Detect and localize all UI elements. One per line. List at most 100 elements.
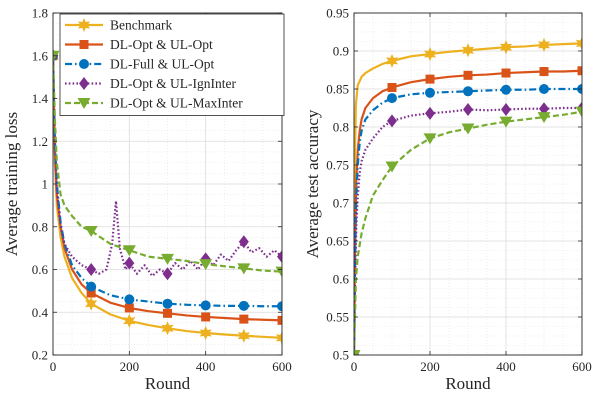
x-tick-label: 400 [496,359,516,374]
series-marker-2 [277,301,282,312]
series-marker-2 [539,84,549,94]
legend-swatch-marker [79,77,89,90]
series-marker-2 [387,93,397,104]
series-marker-1 [425,74,435,84]
y-tick-label: 0.6 [32,262,49,277]
series-marker-0 [499,40,513,55]
legend-label: Benchmark [110,18,172,33]
series-marker-3 [162,267,173,281]
series-marker-0 [461,43,475,58]
series-line-1 [354,69,582,355]
series-marker-3 [387,114,397,128]
series-line-0 [53,55,282,339]
legend-swatch-marker [79,59,89,69]
series-marker-4 [161,253,174,265]
series-marker-3 [86,263,97,276]
series-marker-1 [387,82,397,92]
series-marker-4 [237,263,251,275]
series-marker-0 [199,325,212,340]
series-marker-1 [124,303,134,313]
series-marker-0 [423,47,437,62]
y-tick-label: 0.9 [333,44,349,59]
series-marker-3 [463,103,473,117]
series-marker-2 [463,86,473,97]
series-marker-0 [237,328,250,343]
series-marker-4 [199,259,213,271]
y-tick-label: 0.8 [32,219,48,234]
legend-label: DL-Opt & UL-IgnInter [110,76,236,91]
legend-label: DL-Opt & UL-MaxInter [110,96,243,111]
series-marker-0 [575,36,582,51]
series-marker-2 [425,87,435,98]
series-marker-1 [239,314,249,324]
series-group [354,36,582,355]
axes-box [353,12,583,356]
series-marker-3 [539,102,549,116]
series-marker-1 [577,66,582,76]
series-marker-2 [238,300,249,311]
series-marker-4 [423,133,437,145]
series-line-3 [354,106,582,355]
series-line-4 [53,55,282,273]
y-tick-label: 1.4 [32,91,49,106]
series-marker-1 [201,312,211,322]
x-axis-label: Round [145,374,191,393]
series-marker-1 [539,67,549,77]
y-axis-label: Average test accuracy [303,109,322,258]
x-axis-label: Round [445,374,491,393]
x-tick-label: 0 [351,359,358,374]
legend-label: DL-Opt & UL-Opt [110,37,213,52]
legend-swatch-marker [79,40,89,49]
y-tick-label: 0.65 [326,234,349,249]
series-marker-3 [277,250,282,264]
y-tick-label: 1.8 [32,6,48,21]
series-marker-2 [162,298,173,309]
x-tick-label: 600 [272,359,292,374]
series-marker-2 [501,84,511,95]
series-marker-3 [501,103,511,117]
training-loss-chart: 0.2 0.4 0.6 0.8 1 1.2 1.4 1.6 1.8 0 200 400 600 Round… [2,6,292,394]
y-axis-label: Average training loss [2,112,21,256]
y-tick-label: 0.2 [32,348,48,363]
legend-swatch-marker [77,98,91,109]
series-marker-1 [463,70,473,80]
y-tick-label: 0.6 [333,272,350,287]
y-tick-label: 0.95 [326,6,349,21]
series-marker-4 [499,116,513,128]
series-marker-3 [238,235,249,249]
y-tick-label: 0.75 [326,158,349,173]
x-tick-label: 200 [120,359,140,374]
series-marker-4 [461,123,475,135]
x-tick-label: 0 [50,359,57,374]
y-tick-label: 0.85 [326,82,349,97]
series-marker-1 [163,308,172,318]
series-marker-2 [200,300,211,311]
series-line-3 [53,55,282,278]
series-marker-0 [123,313,136,328]
y-tick-label: 0.4 [32,305,49,320]
series-line-0 [354,42,582,355]
y-tick-label: 1.6 [32,48,49,63]
series-marker-0 [275,330,282,345]
series-marker-3 [425,106,435,120]
series-marker-4 [537,112,551,124]
y-tick-label: 1 [42,177,49,192]
x-tick-label: 400 [196,359,216,374]
series-marker-4 [354,350,361,355]
y-tick-label: 0.5 [333,348,349,363]
series-marker-1 [277,315,282,325]
series-marker-0 [385,53,399,68]
x-tick-label: 600 [572,359,592,374]
y-tick-label: 0.55 [326,310,349,325]
legend-swatch-marker [77,18,91,32]
series-marker-4 [84,226,98,238]
series-marker-0 [161,321,174,336]
x-tick-label: 200 [420,359,440,374]
series-marker-3 [124,256,135,270]
series-marker-0 [85,296,98,311]
series-marker-2 [124,294,135,305]
series-marker-1 [501,68,511,78]
y-tick-label: 0.8 [333,120,349,135]
legend: Benchmark DL-Opt & UL-Opt DL-Full & UL-Opt… [59,13,285,116]
